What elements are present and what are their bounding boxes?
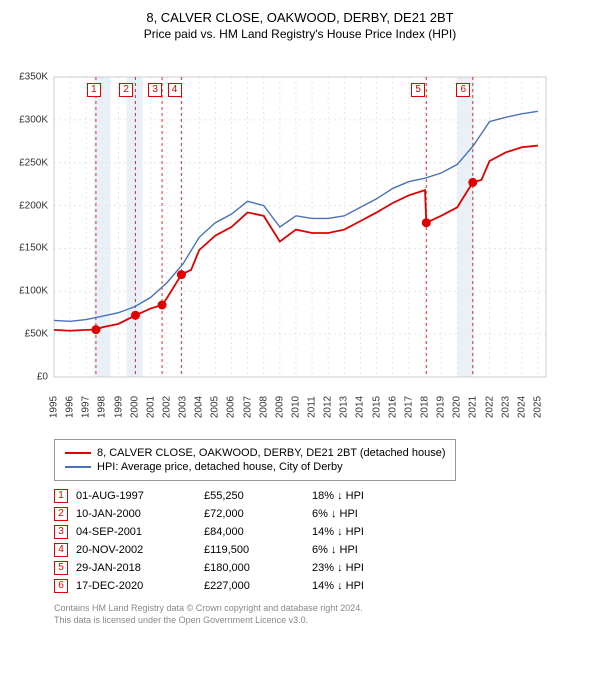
legend-row: HPI: Average price, detached house, City… [65, 461, 445, 473]
x-tick-label: 1999 [113, 396, 124, 418]
x-tick-label: 2000 [129, 396, 140, 418]
x-tick-label: 2001 [145, 396, 156, 418]
tx-price: £72,000 [204, 505, 312, 523]
table-row: 2 10-JAN-2000£72,0006% ↓ HPI [54, 505, 372, 523]
tx-marker-box: 6 [456, 83, 470, 97]
tx-index: 3 [54, 525, 68, 539]
tx-index: 4 [54, 543, 68, 557]
y-tick-label: £250K [19, 157, 48, 168]
x-tick-label: 2012 [323, 396, 334, 418]
y-tick-label: £50K [25, 329, 48, 340]
tx-delta: 6% ↓ HPI [312, 505, 372, 523]
x-tick-label: 2015 [371, 396, 382, 418]
tx-delta: 6% ↓ HPI [312, 541, 372, 559]
x-tick-label: 2024 [516, 396, 527, 418]
x-tick-label: 2006 [226, 396, 237, 418]
table-row: 5 29-JAN-2018£180,00023% ↓ HPI [54, 559, 372, 577]
tx-marker-box: 1 [87, 83, 101, 97]
tx-index: 5 [54, 561, 68, 575]
x-tick-label: 2022 [484, 396, 495, 418]
x-tick-label: 2014 [355, 396, 366, 418]
tx-price: £119,500 [204, 541, 312, 559]
x-tick-label: 2013 [339, 396, 350, 418]
chart-svg [12, 49, 588, 429]
tx-price: £180,000 [204, 559, 312, 577]
x-tick-label: 2010 [290, 396, 301, 418]
x-tick-label: 2017 [403, 396, 414, 418]
tx-delta: 14% ↓ HPI [312, 577, 372, 595]
tx-price: £84,000 [204, 523, 312, 541]
y-tick-label: £350K [19, 72, 48, 83]
footer-line1: Contains HM Land Registry data © Crown c… [54, 603, 363, 613]
footer-line2: This data is licensed under the Open Gov… [54, 615, 308, 625]
x-tick-label: 2020 [452, 396, 463, 418]
tx-date: 10-JAN-2000 [76, 505, 204, 523]
tx-date: 20-NOV-2002 [76, 541, 204, 559]
table-row: 4 20-NOV-2002£119,5006% ↓ HPI [54, 541, 372, 559]
x-tick-label: 2003 [178, 396, 189, 418]
page: 8, CALVER CLOSE, OAKWOOD, DERBY, DE21 2B… [0, 0, 600, 634]
x-tick-label: 1998 [97, 396, 108, 418]
x-tick-label: 2011 [307, 396, 318, 418]
x-tick-label: 2018 [420, 396, 431, 418]
x-tick-label: 2021 [468, 396, 479, 418]
x-tick-label: 1996 [65, 396, 76, 418]
tx-marker-box: 2 [119, 83, 133, 97]
tx-index: 2 [54, 507, 68, 521]
table-row: 3 04-SEP-2001£84,00014% ↓ HPI [54, 523, 372, 541]
legend-row: 8, CALVER CLOSE, OAKWOOD, DERBY, DE21 2B… [65, 447, 445, 459]
legend-swatch [65, 452, 91, 454]
x-tick-label: 2008 [258, 396, 269, 418]
x-tick-label: 2025 [532, 396, 543, 418]
tx-price: £227,000 [204, 577, 312, 595]
x-tick-label: 2004 [194, 396, 205, 418]
y-tick-label: £200K [19, 200, 48, 211]
tx-index: 6 [54, 579, 68, 593]
tx-marker-box: 4 [168, 83, 182, 97]
x-tick-label: 2023 [500, 396, 511, 418]
y-tick-label: £0 [37, 372, 48, 383]
footer-note: Contains HM Land Registry data © Crown c… [54, 603, 588, 626]
chart: £0 £50K £100K £150K £200K £250K £300K £350K 199… [12, 49, 588, 429]
transactions-table: 1 01-AUG-1997£55,25018% ↓ HPI 2 10-JAN-2000… [54, 487, 372, 595]
y-tick-label: £300K [19, 114, 48, 125]
tx-marker-box: 5 [411, 83, 425, 97]
chart-title: 8, CALVER CLOSE, OAKWOOD, DERBY, DE21 2B… [12, 10, 588, 25]
table-row: 6 17-DEC-2020£227,00014% ↓ HPI [54, 577, 372, 595]
x-tick-label: 2009 [274, 396, 285, 418]
tx-date: 01-AUG-1997 [76, 487, 204, 505]
legend-label: 8, CALVER CLOSE, OAKWOOD, DERBY, DE21 2B… [97, 447, 445, 459]
tx-delta: 18% ↓ HPI [312, 487, 372, 505]
tx-marker-box: 3 [148, 83, 162, 97]
legend-swatch [65, 466, 91, 468]
tx-delta: 23% ↓ HPI [312, 559, 372, 577]
y-tick-label: £150K [19, 243, 48, 254]
x-tick-label: 1995 [49, 396, 60, 418]
x-tick-label: 2002 [161, 396, 172, 418]
x-tick-label: 2019 [436, 396, 447, 418]
tx-date: 04-SEP-2001 [76, 523, 204, 541]
legend: 8, CALVER CLOSE, OAKWOOD, DERBY, DE21 2B… [54, 439, 456, 481]
x-tick-label: 2007 [242, 396, 253, 418]
x-tick-label: 2016 [387, 396, 398, 418]
tx-date: 17-DEC-2020 [76, 577, 204, 595]
chart-subtitle: Price paid vs. HM Land Registry's House … [12, 27, 588, 41]
tx-date: 29-JAN-2018 [76, 559, 204, 577]
x-tick-label: 2005 [210, 396, 221, 418]
x-tick-label: 1997 [81, 396, 92, 418]
table-row: 1 01-AUG-1997£55,25018% ↓ HPI [54, 487, 372, 505]
legend-label: HPI: Average price, detached house, City… [97, 461, 343, 473]
y-tick-label: £100K [19, 286, 48, 297]
tx-delta: 14% ↓ HPI [312, 523, 372, 541]
tx-price: £55,250 [204, 487, 312, 505]
tx-index: 1 [54, 489, 68, 503]
